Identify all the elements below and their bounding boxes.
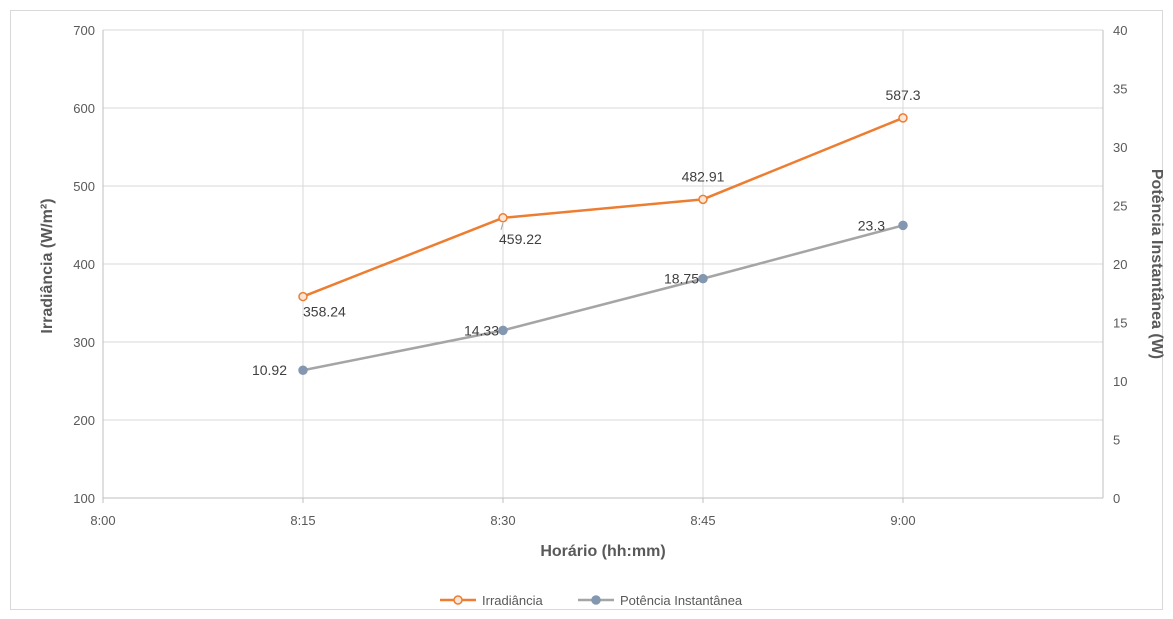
y-left-tick-label: 100: [73, 491, 95, 506]
legend-marker-potencia: [591, 595, 601, 605]
y-left-tick-label: 500: [73, 179, 95, 194]
legend-item-irradiancia: Irradiância: [440, 593, 543, 608]
point-irradiancia: [898, 113, 908, 123]
y-left-tick-label: 400: [73, 257, 95, 272]
horizontal-gridlines: [103, 29, 1103, 421]
y-right-axis-title: Potência Instantânea (W): [1148, 169, 1165, 359]
y-left-tick-label: 300: [73, 335, 95, 350]
y-right-tick-label: 15: [1113, 316, 1127, 331]
data-label-potencia: 14.33: [464, 322, 499, 338]
axes: [102, 30, 1104, 499]
y-right-tick-label: 20: [1113, 257, 1127, 272]
point-potencia: [498, 325, 508, 336]
data-label-potencia: 23.3: [858, 217, 885, 233]
y-left-axis-title: Irradiância (W/m²): [39, 198, 56, 333]
x-tick-label: 8:30: [490, 513, 515, 528]
legend-marker-irradiancia: [453, 595, 463, 605]
x-tick-label: 8:45: [690, 513, 715, 528]
data-label-irradiancia: 358.24: [303, 304, 346, 320]
point-irradiancia: [698, 194, 708, 205]
series-layer: [298, 113, 908, 375]
legend-label-irradiancia: Irradiância: [482, 593, 543, 608]
y-right-tick-label: 25: [1113, 199, 1127, 214]
y-right-tick-label: 40: [1113, 23, 1127, 38]
right-axis-ticks: 0 5 10 15 20 25 30 35 40: [1113, 23, 1127, 506]
legend-item-potencia: Potência Instantânea: [578, 593, 743, 608]
x-tick-label: 9:00: [890, 513, 915, 528]
y-right-tick-label: 35: [1113, 82, 1127, 97]
y-right-tick-label: 5: [1113, 433, 1120, 448]
label-leader-line: [500, 222, 504, 230]
point-potencia: [298, 365, 308, 375]
legend-label-potencia: Potência Instantânea: [620, 593, 743, 608]
point-irradiancia: [498, 213, 508, 223]
data-label-irradiancia: 482.91: [682, 168, 725, 184]
x-axis-title: Horário (hh:mm): [540, 543, 665, 560]
point-potencia: [698, 273, 708, 284]
data-label-potencia: 18.75: [664, 271, 699, 287]
x-tick-label: 8:00: [90, 513, 115, 528]
data-label-irradiancia: 587.3: [885, 87, 920, 103]
data-label-irradiancia: 459.22: [499, 231, 542, 247]
y-right-tick-label: 30: [1113, 140, 1127, 155]
point-potencia: [898, 220, 908, 231]
y-left-tick-label: 200: [73, 413, 95, 428]
x-tick-label: 8:15: [290, 513, 315, 528]
series-line-potencia: [301, 224, 905, 372]
legend: Irradiância Potência Instantânea: [440, 593, 743, 608]
data-label-potencia: 10.92: [252, 362, 287, 378]
y-right-tick-label: 10: [1113, 374, 1127, 389]
x-axis-ticks: 8:00 8:15 8:30 8:45 9:00: [90, 498, 916, 528]
series-line-irradiancia: [301, 116, 905, 298]
y-right-tick-label: 0: [1113, 491, 1120, 506]
y-left-tick-label: 700: [73, 23, 95, 38]
data-labels: 358.24 459.22 482.91 587.3 10.92 14.33 18.75 23…: [252, 87, 921, 378]
y-left-tick-label: 600: [73, 101, 95, 116]
left-axis-ticks: 100 200 300 400 500 600 700: [73, 23, 95, 506]
point-irradiancia: [298, 291, 308, 302]
